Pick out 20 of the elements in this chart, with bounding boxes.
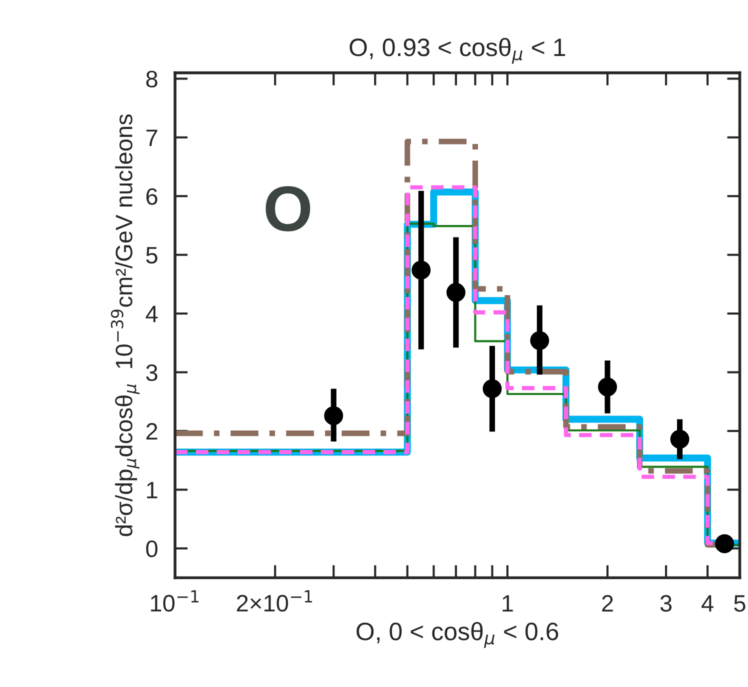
y-tick-label: 4 bbox=[146, 306, 158, 322]
annotation: O bbox=[266, 186, 310, 232]
y-tick-label: 5 bbox=[146, 247, 158, 264]
x-tick-label: 5 bbox=[734, 595, 746, 612]
y-tick-label: 6 bbox=[146, 188, 158, 205]
y-tick-label: 1 bbox=[147, 482, 158, 498]
x-tick-label: 1 bbox=[502, 595, 513, 612]
y-tick-label: 0 bbox=[146, 540, 158, 558]
chart-title: O, 0.93 < cosθ$_{μ}$ < 1 bbox=[350, 38, 566, 64]
x-tick-label: 2 bbox=[602, 595, 613, 612]
y-tick-label: 3 bbox=[146, 364, 158, 382]
y-tick-label: 8 bbox=[146, 70, 158, 88]
y-tick-label: 2 bbox=[146, 423, 158, 440]
x-tick-label: 10$^{−1}$ bbox=[150, 590, 199, 612]
y-axis-title: d²σ/dp$_{μ}$dcosθ$_{μ}$ 10$^{−39}$cm²/GeV nucleons bbox=[110, 114, 140, 536]
x-tick-label: 2×10$^{−1}$ bbox=[236, 590, 312, 612]
x-axis-title: O, 0 < cosθ$_{μ}$ < 0.6 bbox=[356, 622, 558, 648]
x-tick-label: 4 bbox=[702, 595, 714, 612]
x-tick-label: 3 bbox=[660, 595, 672, 612]
y-tick-label: 7 bbox=[146, 130, 158, 146]
